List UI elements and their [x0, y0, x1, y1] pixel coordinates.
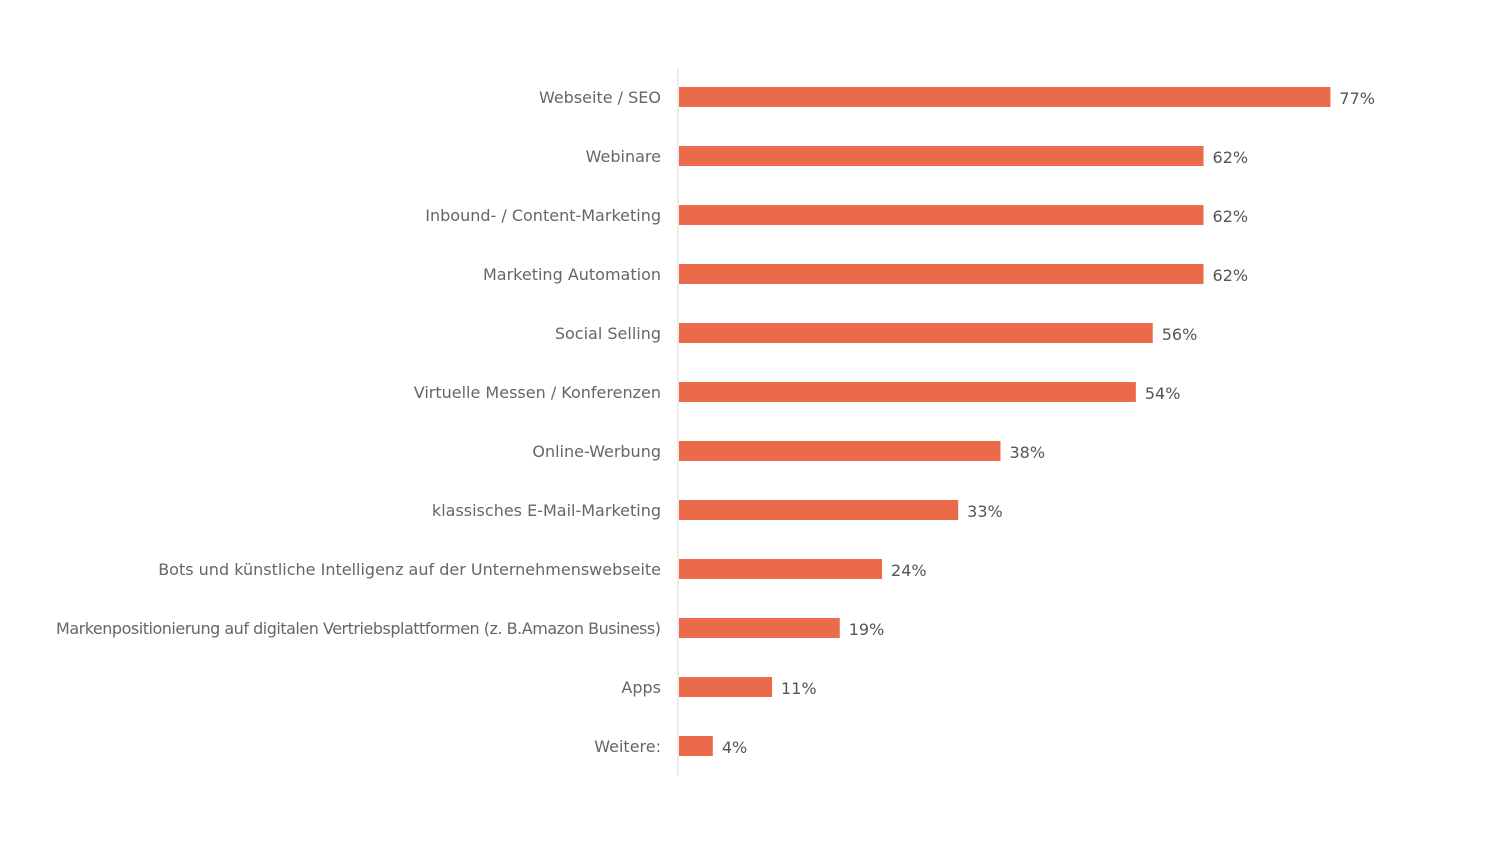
- value-label: 62%: [1213, 207, 1249, 226]
- bar: [679, 618, 840, 638]
- category-label: Weitere:: [594, 737, 661, 756]
- category-label: Social Selling: [555, 324, 661, 343]
- category-label: Online-Werbung: [532, 442, 661, 461]
- bar: [679, 736, 713, 756]
- bar: [679, 559, 883, 579]
- value-label: 33%: [967, 502, 1003, 521]
- value-label: 24%: [891, 561, 927, 580]
- bar: [679, 500, 959, 520]
- category-label: Webinare: [586, 147, 661, 166]
- bar: [679, 441, 1001, 461]
- bar: [679, 205, 1204, 225]
- category-label: Inbound- / Content-Marketing: [425, 206, 661, 225]
- category-label: Bots und künstliche Intelligenz auf der …: [158, 560, 661, 579]
- bar: [679, 323, 1153, 343]
- value-label: 4%: [722, 738, 747, 757]
- category-label: Virtuelle Messen / Konferenzen: [414, 383, 661, 402]
- bar: [679, 146, 1204, 166]
- bar: [679, 382, 1136, 402]
- category-label: Webseite / SEO: [539, 88, 661, 107]
- value-label: 77%: [1339, 89, 1375, 108]
- value-label: 38%: [1009, 443, 1045, 462]
- value-label: 56%: [1162, 325, 1198, 344]
- bar: [679, 87, 1331, 107]
- value-label: 62%: [1213, 266, 1249, 285]
- category-label: Marketing Automation: [483, 265, 661, 284]
- value-label: 11%: [781, 679, 817, 698]
- category-label: Markenpositionierung auf digitalen Vertr…: [56, 619, 661, 638]
- category-label: klassisches E-Mail-Marketing: [432, 501, 661, 520]
- value-label: 54%: [1145, 384, 1181, 403]
- value-label: 62%: [1213, 148, 1249, 167]
- bar: [679, 677, 773, 697]
- bar: [679, 264, 1204, 284]
- category-label: Apps: [621, 678, 661, 697]
- value-label: 19%: [849, 620, 885, 639]
